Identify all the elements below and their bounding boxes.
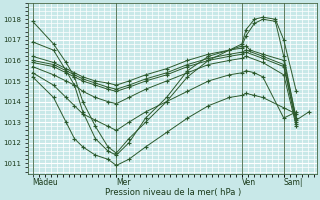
X-axis label: Pression niveau de la mer( hPa ): Pression niveau de la mer( hPa ) (105, 188, 241, 197)
